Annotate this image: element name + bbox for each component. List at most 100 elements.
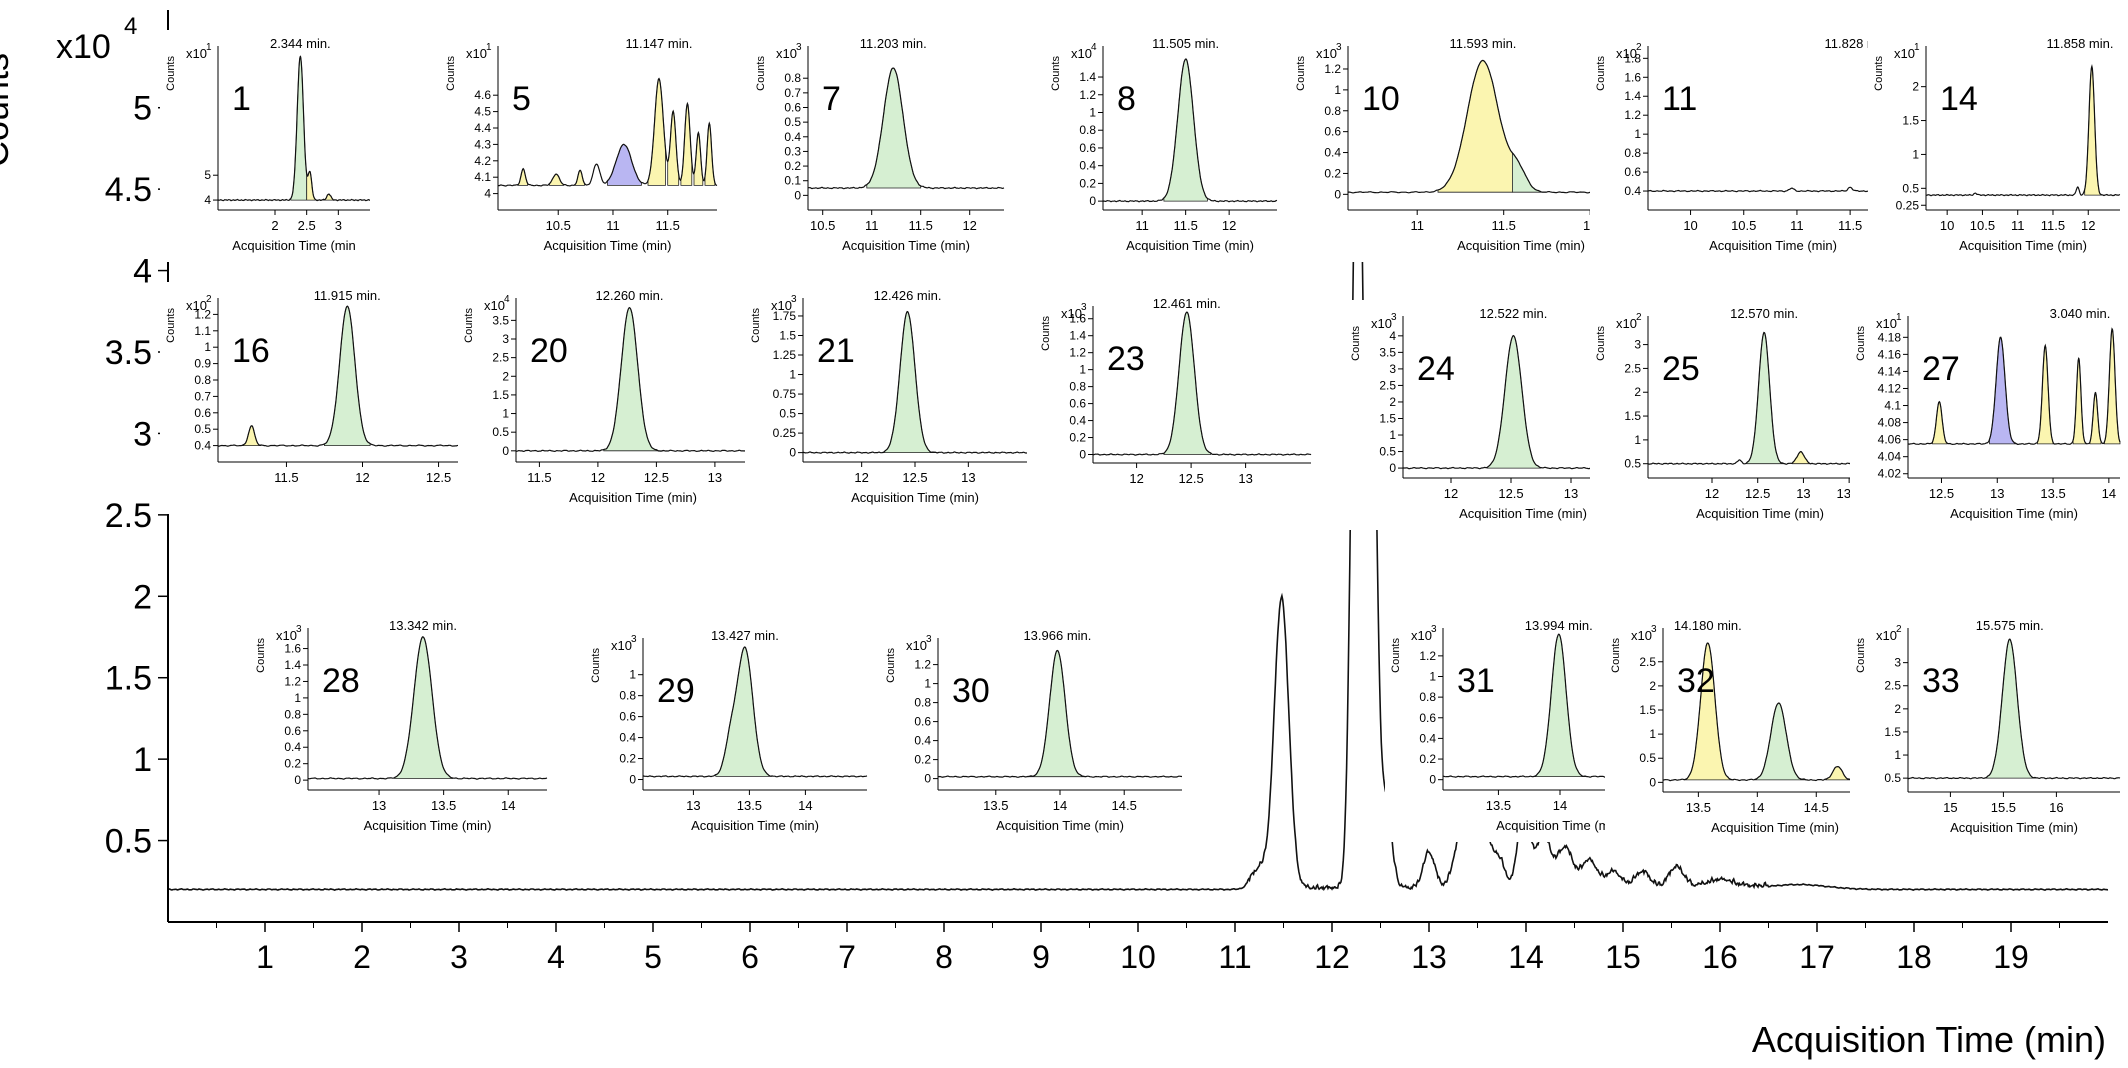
main-x-tick-label: 4 bbox=[547, 939, 565, 975]
inset-x-tick-label: 10.5 bbox=[546, 218, 571, 233]
inset-y-axis-label: Counts bbox=[165, 308, 177, 343]
inset-y-tick-label: 4.1 bbox=[474, 170, 491, 184]
inset-y-multiplier: x10 bbox=[1631, 628, 1652, 643]
inset-y-axis-label: Counts bbox=[1295, 56, 1307, 91]
inset-compound-number: 11 bbox=[1662, 80, 1697, 118]
inset-y-tick-label: 0.4 bbox=[1079, 159, 1096, 173]
inset-y-tick-label: 4 bbox=[204, 193, 211, 207]
inset-y-axis-label: Counts bbox=[755, 56, 767, 91]
inset-compound-number: 28 bbox=[322, 662, 360, 700]
inset-peak-area bbox=[1983, 638, 2038, 779]
inset-y-axis-label: Counts bbox=[165, 56, 177, 91]
inset-y-tick-label: 3.5 bbox=[1379, 345, 1396, 359]
inset-y-axis-label: Counts bbox=[255, 638, 267, 673]
inset-y-tick-label: 0.2 bbox=[284, 757, 301, 771]
inset-y-tick-label: 0.2 bbox=[1079, 176, 1096, 190]
x-axis-label: Acquisition Time (min) bbox=[1752, 1019, 2106, 1060]
inset-y-tick-label: 0.2 bbox=[914, 753, 931, 767]
inset-x-tick-label: 15 bbox=[1943, 800, 1957, 815]
inset-x-tick-label: 12 bbox=[1705, 486, 1719, 501]
inset-y-tick-label: 5 bbox=[204, 168, 211, 182]
inset-y-tick-label: 1.5 bbox=[1902, 114, 1919, 128]
inset-y-exponent: 2 bbox=[1896, 624, 1902, 635]
main-y-tick-label: 1 bbox=[133, 741, 152, 779]
inset-peak-time-label: 14.180 min. bbox=[1674, 618, 1742, 633]
inset-y-tick-label: 1.25 bbox=[773, 348, 797, 362]
inset-peak-time-label: 12.260 min. bbox=[596, 288, 664, 303]
inset-peak-time-label: 15.575 min. bbox=[1976, 618, 2044, 633]
inset-y-tick-label: 0.5 bbox=[194, 422, 211, 436]
inset-peak-21: 12 12.5 13 0 0.25 0.5 0.75 1 1.25 1.5 1.75 Counts x1… bbox=[745, 282, 1035, 514]
inset-y-tick-label: 4.02 bbox=[1878, 467, 1902, 481]
inset-y-tick-label: 0.5 bbox=[1884, 771, 1901, 785]
inset-y-tick-label: 1 bbox=[1429, 669, 1436, 683]
inset-y-tick-label: 0.8 bbox=[1069, 380, 1086, 394]
inset-peak-area bbox=[882, 311, 939, 454]
inset-x-tick-label: 13 bbox=[372, 798, 386, 813]
inset-peak-time-label: 12.461 min. bbox=[1153, 296, 1221, 311]
inset-compound-number: 8 bbox=[1117, 80, 1136, 118]
inset-peak-area bbox=[324, 305, 371, 446]
inset-y-tick-label: 4.08 bbox=[1878, 416, 1902, 430]
inset-y-multiplier: x10 bbox=[186, 46, 207, 61]
inset-y-tick-label: 0.7 bbox=[784, 86, 801, 100]
inset-compound-number: 1 bbox=[232, 80, 251, 118]
inset-peak-area bbox=[1825, 766, 1852, 781]
inset-x-axis-label: Acquisition Time (min) bbox=[842, 238, 970, 253]
inset-peak-time-label: 11.505 min. bbox=[1152, 36, 1219, 51]
inset-x-tick-label: 14.5 bbox=[1804, 800, 1829, 815]
inset-x-tick-label: 12 bbox=[962, 218, 976, 233]
inset-y-tick-label: 1.2 bbox=[1324, 62, 1341, 76]
inset-peak-33: 15 15.5 16 0.5 1 1.5 2 2.5 3 Counts x10 2 Acquisitio… bbox=[1850, 612, 2128, 844]
main-x-tick-label: 12 bbox=[1314, 939, 1350, 975]
inset-y-tick-label: 0.25 bbox=[1896, 198, 1920, 212]
inset-y-tick-label: 0.4 bbox=[1324, 146, 1341, 160]
inset-peak-30: 13.5 14 14.5 0 0.2 0.4 0.6 0.8 1 1.2 Counts x10 3 Acq… bbox=[880, 622, 1190, 842]
main-x-tick-label: 19 bbox=[1993, 939, 2029, 975]
inset-y-multiplier: x10 bbox=[1071, 46, 1092, 61]
main-x-tick-label: 13 bbox=[1411, 939, 1447, 975]
inset-y-tick-label: 0 bbox=[1429, 773, 1436, 787]
inset-trace-line bbox=[217, 55, 370, 202]
inset-y-tick-label: 0.6 bbox=[784, 101, 801, 115]
inset-y-tick-label: 1.4 bbox=[1069, 329, 1086, 343]
inset-y-exponent: 3 bbox=[926, 634, 932, 645]
inset-x-tick-label: 11.5 bbox=[2041, 218, 2065, 233]
inset-y-tick-label: 1 bbox=[1079, 363, 1086, 377]
inset-y-tick-label: 1.5 bbox=[1884, 725, 1901, 739]
inset-x-axis-label: Acquisition Time (min) bbox=[1459, 506, 1587, 521]
inset-compound-number: 14 bbox=[1940, 80, 1978, 118]
inset-y-tick-label: 1.5 bbox=[1639, 703, 1656, 717]
inset-x-tick-label: 11.5 bbox=[1838, 218, 1862, 233]
inset-y-tick-label: 1 bbox=[1634, 127, 1641, 141]
inset-x-tick-label: 12 bbox=[1222, 218, 1236, 233]
inset-y-tick-label: 3 bbox=[1389, 362, 1396, 376]
inset-peak-20: 11.5 12 12.5 13 0 0.5 1 1.5 2 2.5 3 3.5 Counts x10 4 Ac… bbox=[458, 282, 758, 514]
inset-x-axis-label: Acquisition Time (min) bbox=[1959, 238, 2087, 253]
inset-y-tick-label: 0 bbox=[629, 773, 636, 787]
inset-x-tick-label: 11 bbox=[1790, 218, 1804, 233]
inset-y-tick-label: 0.4 bbox=[1624, 184, 1641, 198]
inset-y-tick-label: 4.1 bbox=[1884, 399, 1901, 413]
inset-x-tick-label: 10.5 bbox=[810, 218, 835, 233]
inset-y-tick-label: 1.4 bbox=[284, 658, 301, 672]
inset-x-tick-label: 15.5 bbox=[1991, 800, 2016, 815]
main-y-tick-label: 2.5 bbox=[105, 497, 152, 535]
inset-y-tick-label: 0.6 bbox=[1079, 141, 1096, 155]
inset-y-tick-label: 0 bbox=[1389, 461, 1396, 475]
inset-peak-28: 13 13.5 14 0 0.2 0.4 0.6 0.8 1 1.2 1.4 1.6 Counts x10… bbox=[250, 612, 555, 842]
inset-y-tick-label: 0.9 bbox=[194, 357, 211, 371]
inset-peak-29: 13 13.5 14 0 0.2 0.4 0.6 0.8 1 Counts x10 3 Acquisit… bbox=[585, 622, 875, 842]
inset-y-tick-label: 0.4 bbox=[194, 439, 211, 453]
inset-x-tick-label: 13.5 bbox=[1686, 800, 1711, 815]
inset-y-tick-label: 1 bbox=[924, 677, 931, 691]
inset-x-tick-label: 13 bbox=[1990, 486, 2004, 501]
inset-y-tick-label: 0.5 bbox=[1379, 445, 1396, 459]
inset-y-tick-label: 1.2 bbox=[194, 307, 211, 321]
inset-y-multiplier: x10 bbox=[1876, 316, 1897, 331]
inset-chart-30: 13.5 14 14.5 0 0.2 0.4 0.6 0.8 1 1.2 Counts x10 3 Acq… bbox=[885, 628, 1182, 833]
inset-x-tick-label: 11.5 bbox=[909, 218, 933, 233]
inset-y-multiplier: x10 bbox=[771, 298, 792, 313]
inset-y-tick-label: 0.8 bbox=[784, 71, 801, 85]
